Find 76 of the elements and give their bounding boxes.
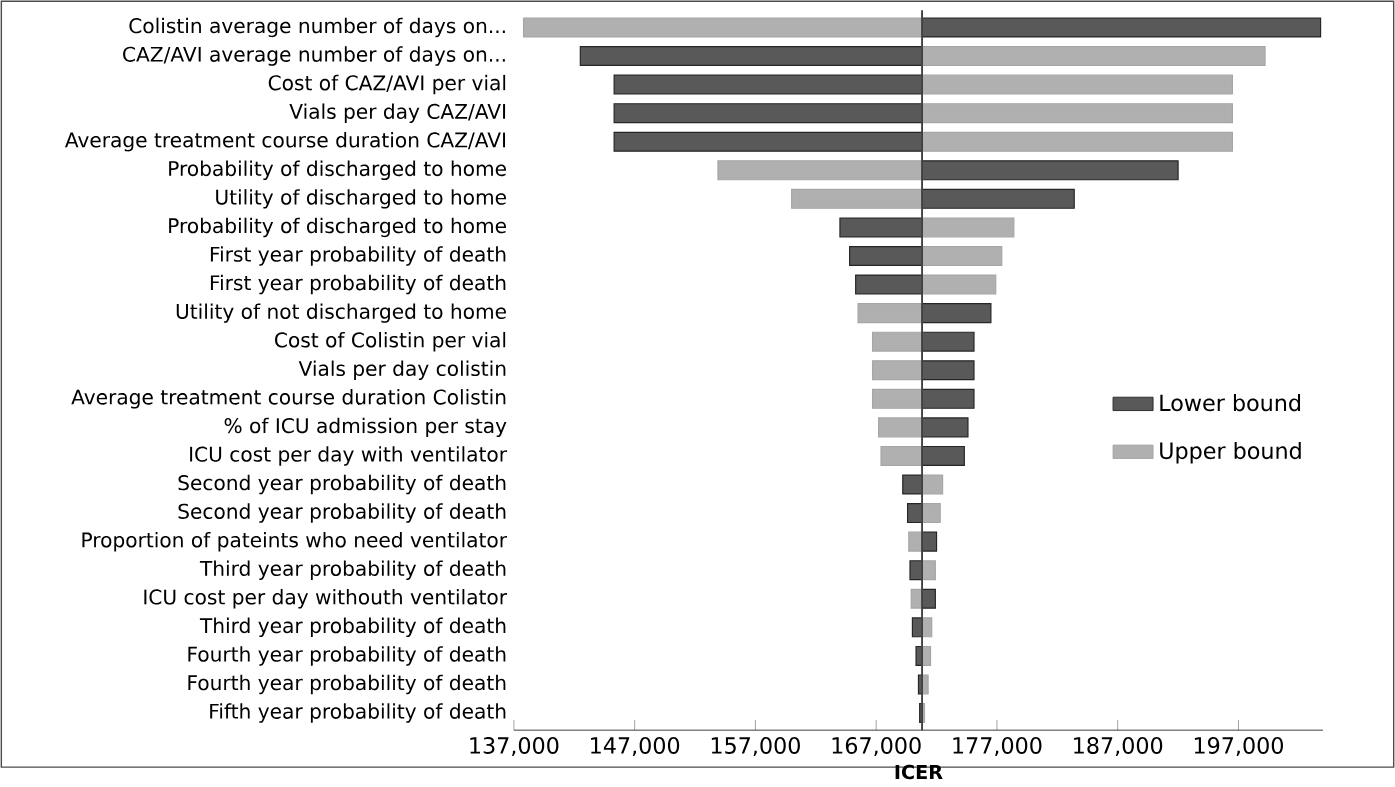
bar — [921, 560, 936, 581]
bar — [921, 360, 975, 381]
bar — [902, 474, 923, 495]
y-tick-label: Fourth year probability of death — [188, 674, 506, 695]
x-tick-label: 157,000 — [711, 736, 800, 757]
bar — [909, 560, 923, 581]
x-tick-label: 167,000 — [832, 736, 921, 757]
bar — [921, 588, 936, 609]
y-tick-label: First year probability of death — [210, 246, 506, 266]
bar — [921, 245, 1003, 266]
y-tick-label: Vials per day CAZ/AVI — [289, 103, 506, 123]
bar — [871, 331, 923, 352]
y-tick-label: Probability of discharged to home — [169, 217, 506, 238]
y-tick-label: Probability of discharged to home — [169, 160, 506, 180]
bar — [921, 445, 965, 466]
bar — [921, 74, 1234, 95]
y-tick-label: Average treatment course duration CAZ/AVI — [64, 131, 506, 152]
y-tick-label: Third year probability of death — [199, 560, 506, 580]
bar — [839, 217, 923, 238]
bar — [921, 417, 969, 438]
y-tick-label: CAZ/AVI average number of days on... — [123, 46, 505, 66]
bar — [921, 502, 941, 524]
x-tick-label: 137,000 — [470, 736, 559, 757]
bar — [855, 274, 923, 295]
y-tick-label: Cost of CAZ/AVI per vial — [268, 74, 506, 95]
bar — [613, 103, 923, 124]
y-tick-label: ICU cost per day with ventilator — [190, 446, 508, 466]
y-tick-label: ICU cost per day withouth ventilator — [144, 588, 508, 609]
y-tick-label: Vials per day colistin — [298, 360, 506, 380]
bar — [906, 502, 923, 524]
y-tick-label: Fourth year probability of death — [188, 646, 506, 666]
bar — [849, 245, 923, 266]
x-axis-title: ICER — [895, 764, 943, 780]
x-tick-label: 177,000 — [953, 736, 1042, 757]
bar — [921, 188, 1075, 209]
bar — [579, 45, 923, 66]
bar — [880, 445, 923, 466]
bar — [522, 17, 923, 38]
bar — [921, 331, 975, 352]
bar — [871, 360, 923, 381]
legend-label: Upper bound — [1160, 441, 1301, 464]
bar — [921, 474, 944, 495]
y-tick-label: Proportion of pateints who need ventilator — [82, 531, 508, 552]
y-tick-label: Cost of Colistin per vial — [275, 331, 506, 352]
bar — [921, 103, 1234, 124]
bar — [921, 160, 1179, 181]
y-tick-label: Second year probability of death — [178, 474, 506, 495]
y-tick-label: Second year probability of death — [178, 503, 506, 523]
y-tick-label: Average treatment course duration Colistin — [71, 389, 506, 409]
bar — [921, 217, 1015, 238]
bar — [921, 303, 992, 324]
y-tick-label: First year probability of death — [210, 274, 506, 295]
bar — [921, 388, 975, 409]
bar — [613, 131, 923, 152]
bar — [878, 417, 923, 438]
bar — [613, 74, 923, 95]
bar — [871, 388, 923, 409]
bar — [791, 188, 923, 209]
bar — [921, 274, 997, 295]
y-tick-label: Colistin average number of days on... — [129, 17, 505, 38]
y-tick-label: Fifth year probability of death — [210, 703, 506, 723]
y-tick-label: Utility of discharged to home — [216, 189, 506, 209]
legend-label: Lower bound — [1160, 393, 1301, 412]
bar — [908, 531, 923, 552]
y-tick-label: Utility of not discharged to home — [176, 303, 506, 323]
bar — [857, 303, 923, 324]
bar — [921, 17, 1322, 38]
bar — [921, 131, 1234, 152]
y-tick-label: % of ICU admission per stay — [224, 417, 507, 438]
y-tick-label: Third year probability of death — [199, 617, 506, 638]
x-tick-label: 197,000 — [1194, 736, 1283, 757]
x-tick-label: 187,000 — [1074, 736, 1163, 757]
bar — [921, 531, 938, 552]
bar — [921, 45, 1266, 66]
bar — [717, 160, 923, 181]
x-tick-label: 147,000 — [591, 736, 680, 757]
